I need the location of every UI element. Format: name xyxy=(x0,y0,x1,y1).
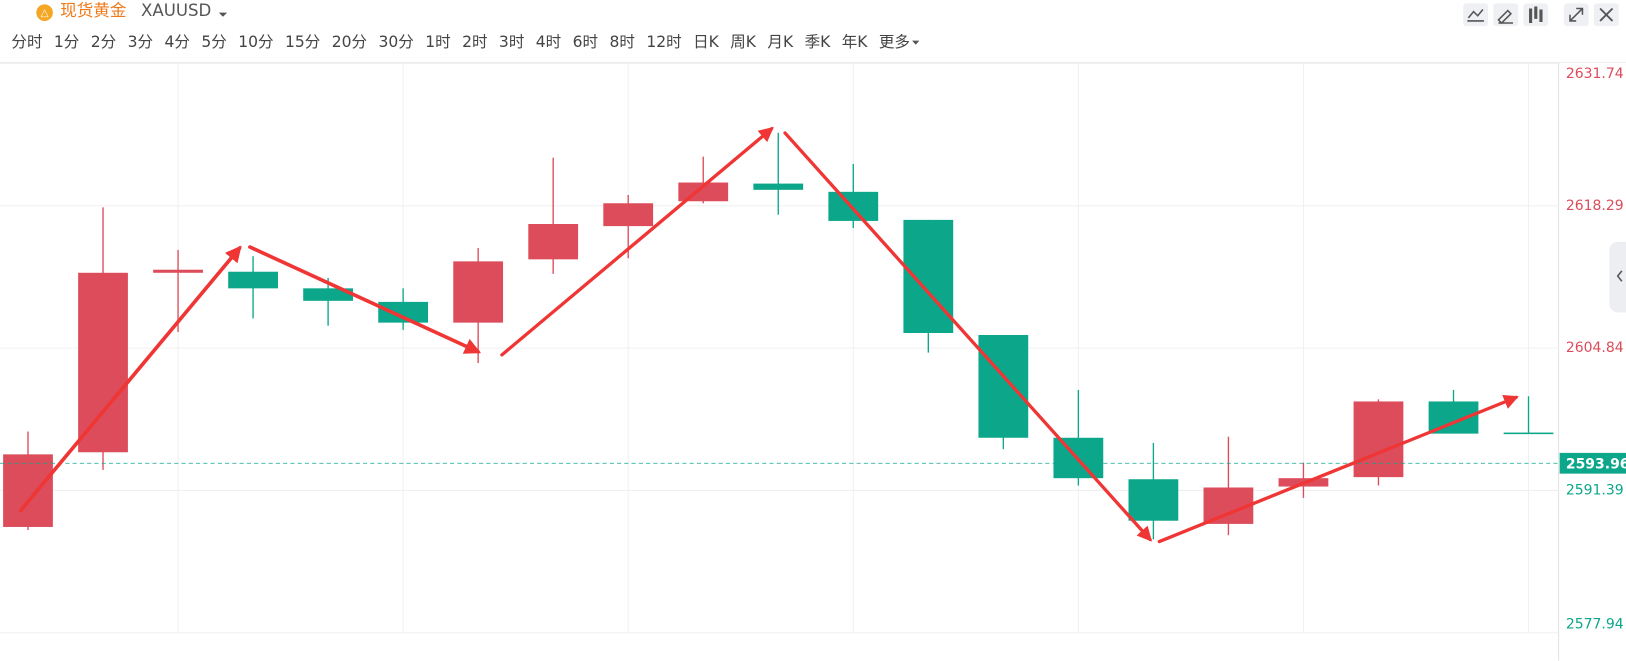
y-tick-label: 2577.94 xyxy=(1566,616,1624,632)
candle-body xyxy=(1503,432,1554,435)
candle-body xyxy=(228,271,278,289)
candle-body xyxy=(303,288,353,301)
period-tab[interactable]: 8时 xyxy=(610,33,635,51)
tool-glyph xyxy=(1467,9,1484,22)
trend-arrows xyxy=(18,126,1519,544)
period-tab[interactable]: 周K xyxy=(730,33,757,51)
tool-icons xyxy=(1463,3,1619,27)
period-tab[interactable]: 12时 xyxy=(646,33,681,51)
period-tab[interactable]: 季K xyxy=(805,33,832,51)
candle-body xyxy=(3,454,53,527)
last-price-box xyxy=(1559,452,1626,474)
candle-body xyxy=(78,272,128,453)
dropdown-caret xyxy=(912,40,920,45)
period-tab[interactable]: 月K xyxy=(767,33,794,51)
period-tab[interactable]: 日K xyxy=(693,33,720,51)
period-tab[interactable]: 年K xyxy=(842,33,869,51)
coin-glyph: △ xyxy=(41,7,49,19)
candle-body xyxy=(903,219,954,333)
plot-area xyxy=(0,62,1559,634)
candle-body xyxy=(978,335,1029,438)
tool-glyph xyxy=(1569,7,1584,22)
candle-body xyxy=(378,301,429,323)
instrument-symbol[interactable]: XAUUSD xyxy=(141,1,211,20)
period-tab[interactable]: 1时 xyxy=(425,33,450,51)
candle-body xyxy=(753,183,804,190)
period-tab[interactable]: 3时 xyxy=(499,33,524,51)
period-tab[interactable]: 1分 xyxy=(54,33,79,51)
period-tab[interactable]: 30分 xyxy=(378,33,413,51)
arrow xyxy=(248,245,482,354)
period-tab[interactable]: 5分 xyxy=(201,33,226,51)
candle-body xyxy=(528,224,579,260)
period-tab[interactable]: 20分 xyxy=(332,33,367,51)
candle-body xyxy=(603,203,654,227)
candle-body xyxy=(828,191,879,221)
candle-body xyxy=(1128,479,1179,521)
period-tab[interactable]: 4时 xyxy=(536,33,561,51)
period-tab[interactable]: 10分 xyxy=(238,33,273,51)
period-tab[interactable]: 更多 xyxy=(879,33,910,51)
y-tick-label: 2631.74 xyxy=(1566,66,1624,82)
period-tab[interactable]: 15分 xyxy=(285,33,320,51)
tool-glyph xyxy=(1529,6,1543,24)
dropdown-caret[interactable] xyxy=(218,12,228,17)
arrow xyxy=(783,131,1153,542)
candle-body xyxy=(453,261,504,323)
side-panel-glyph xyxy=(1616,270,1623,282)
y-tick-label: 2591.39 xyxy=(1566,482,1624,498)
period-tab[interactable]: 3分 xyxy=(128,33,153,51)
candle-body xyxy=(153,269,203,273)
y-tick-label: 2604.84 xyxy=(1566,340,1624,356)
tool-glyph xyxy=(1497,9,1513,25)
y-tick-label: 2618.29 xyxy=(1566,198,1624,214)
tool-glyph xyxy=(1599,7,1614,22)
period-tab[interactable]: 4分 xyxy=(164,33,189,51)
arrow xyxy=(500,126,774,357)
period-tab[interactable]: 2分 xyxy=(91,33,116,51)
instrument-name[interactable]: 现货黄金 xyxy=(60,1,127,20)
arrow xyxy=(18,245,242,513)
coin-icon xyxy=(36,4,53,21)
candle-body xyxy=(1353,401,1404,478)
period-tab[interactable]: 6时 xyxy=(573,33,598,51)
period-tab[interactable]: 分时 xyxy=(11,33,42,51)
last-price-label: 2593.96 xyxy=(1566,456,1626,472)
arrow xyxy=(1157,394,1519,544)
period-tab[interactable]: 2时 xyxy=(462,33,487,51)
